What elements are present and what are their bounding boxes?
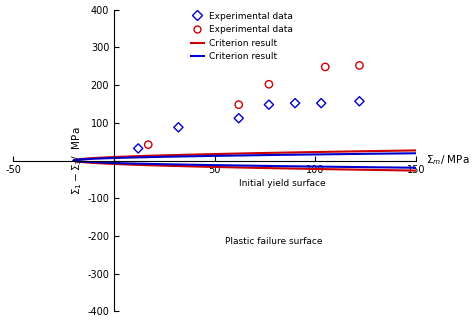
Point bbox=[356, 99, 363, 104]
Point bbox=[145, 142, 152, 147]
Y-axis label: $\Sigma_1-\Sigma_3$/  MPa: $\Sigma_1-\Sigma_3$/ MPa bbox=[71, 126, 84, 195]
Point bbox=[235, 116, 243, 121]
Point bbox=[235, 102, 243, 107]
Point bbox=[265, 102, 273, 107]
Point bbox=[135, 146, 142, 151]
Point bbox=[265, 82, 273, 87]
Text: Plastic failure surface: Plastic failure surface bbox=[225, 236, 322, 245]
Point bbox=[356, 63, 363, 68]
Point bbox=[318, 100, 325, 106]
Point bbox=[292, 100, 299, 106]
Text: Initial yield surface: Initial yield surface bbox=[239, 179, 325, 188]
Point bbox=[321, 64, 329, 69]
Point bbox=[174, 125, 182, 130]
Legend: Experimental data, Experimental data, Criterion result, Criterion result: Experimental data, Experimental data, Cr… bbox=[187, 8, 296, 65]
Text: $\Sigma_m$/ MPa: $\Sigma_m$/ MPa bbox=[426, 154, 469, 167]
